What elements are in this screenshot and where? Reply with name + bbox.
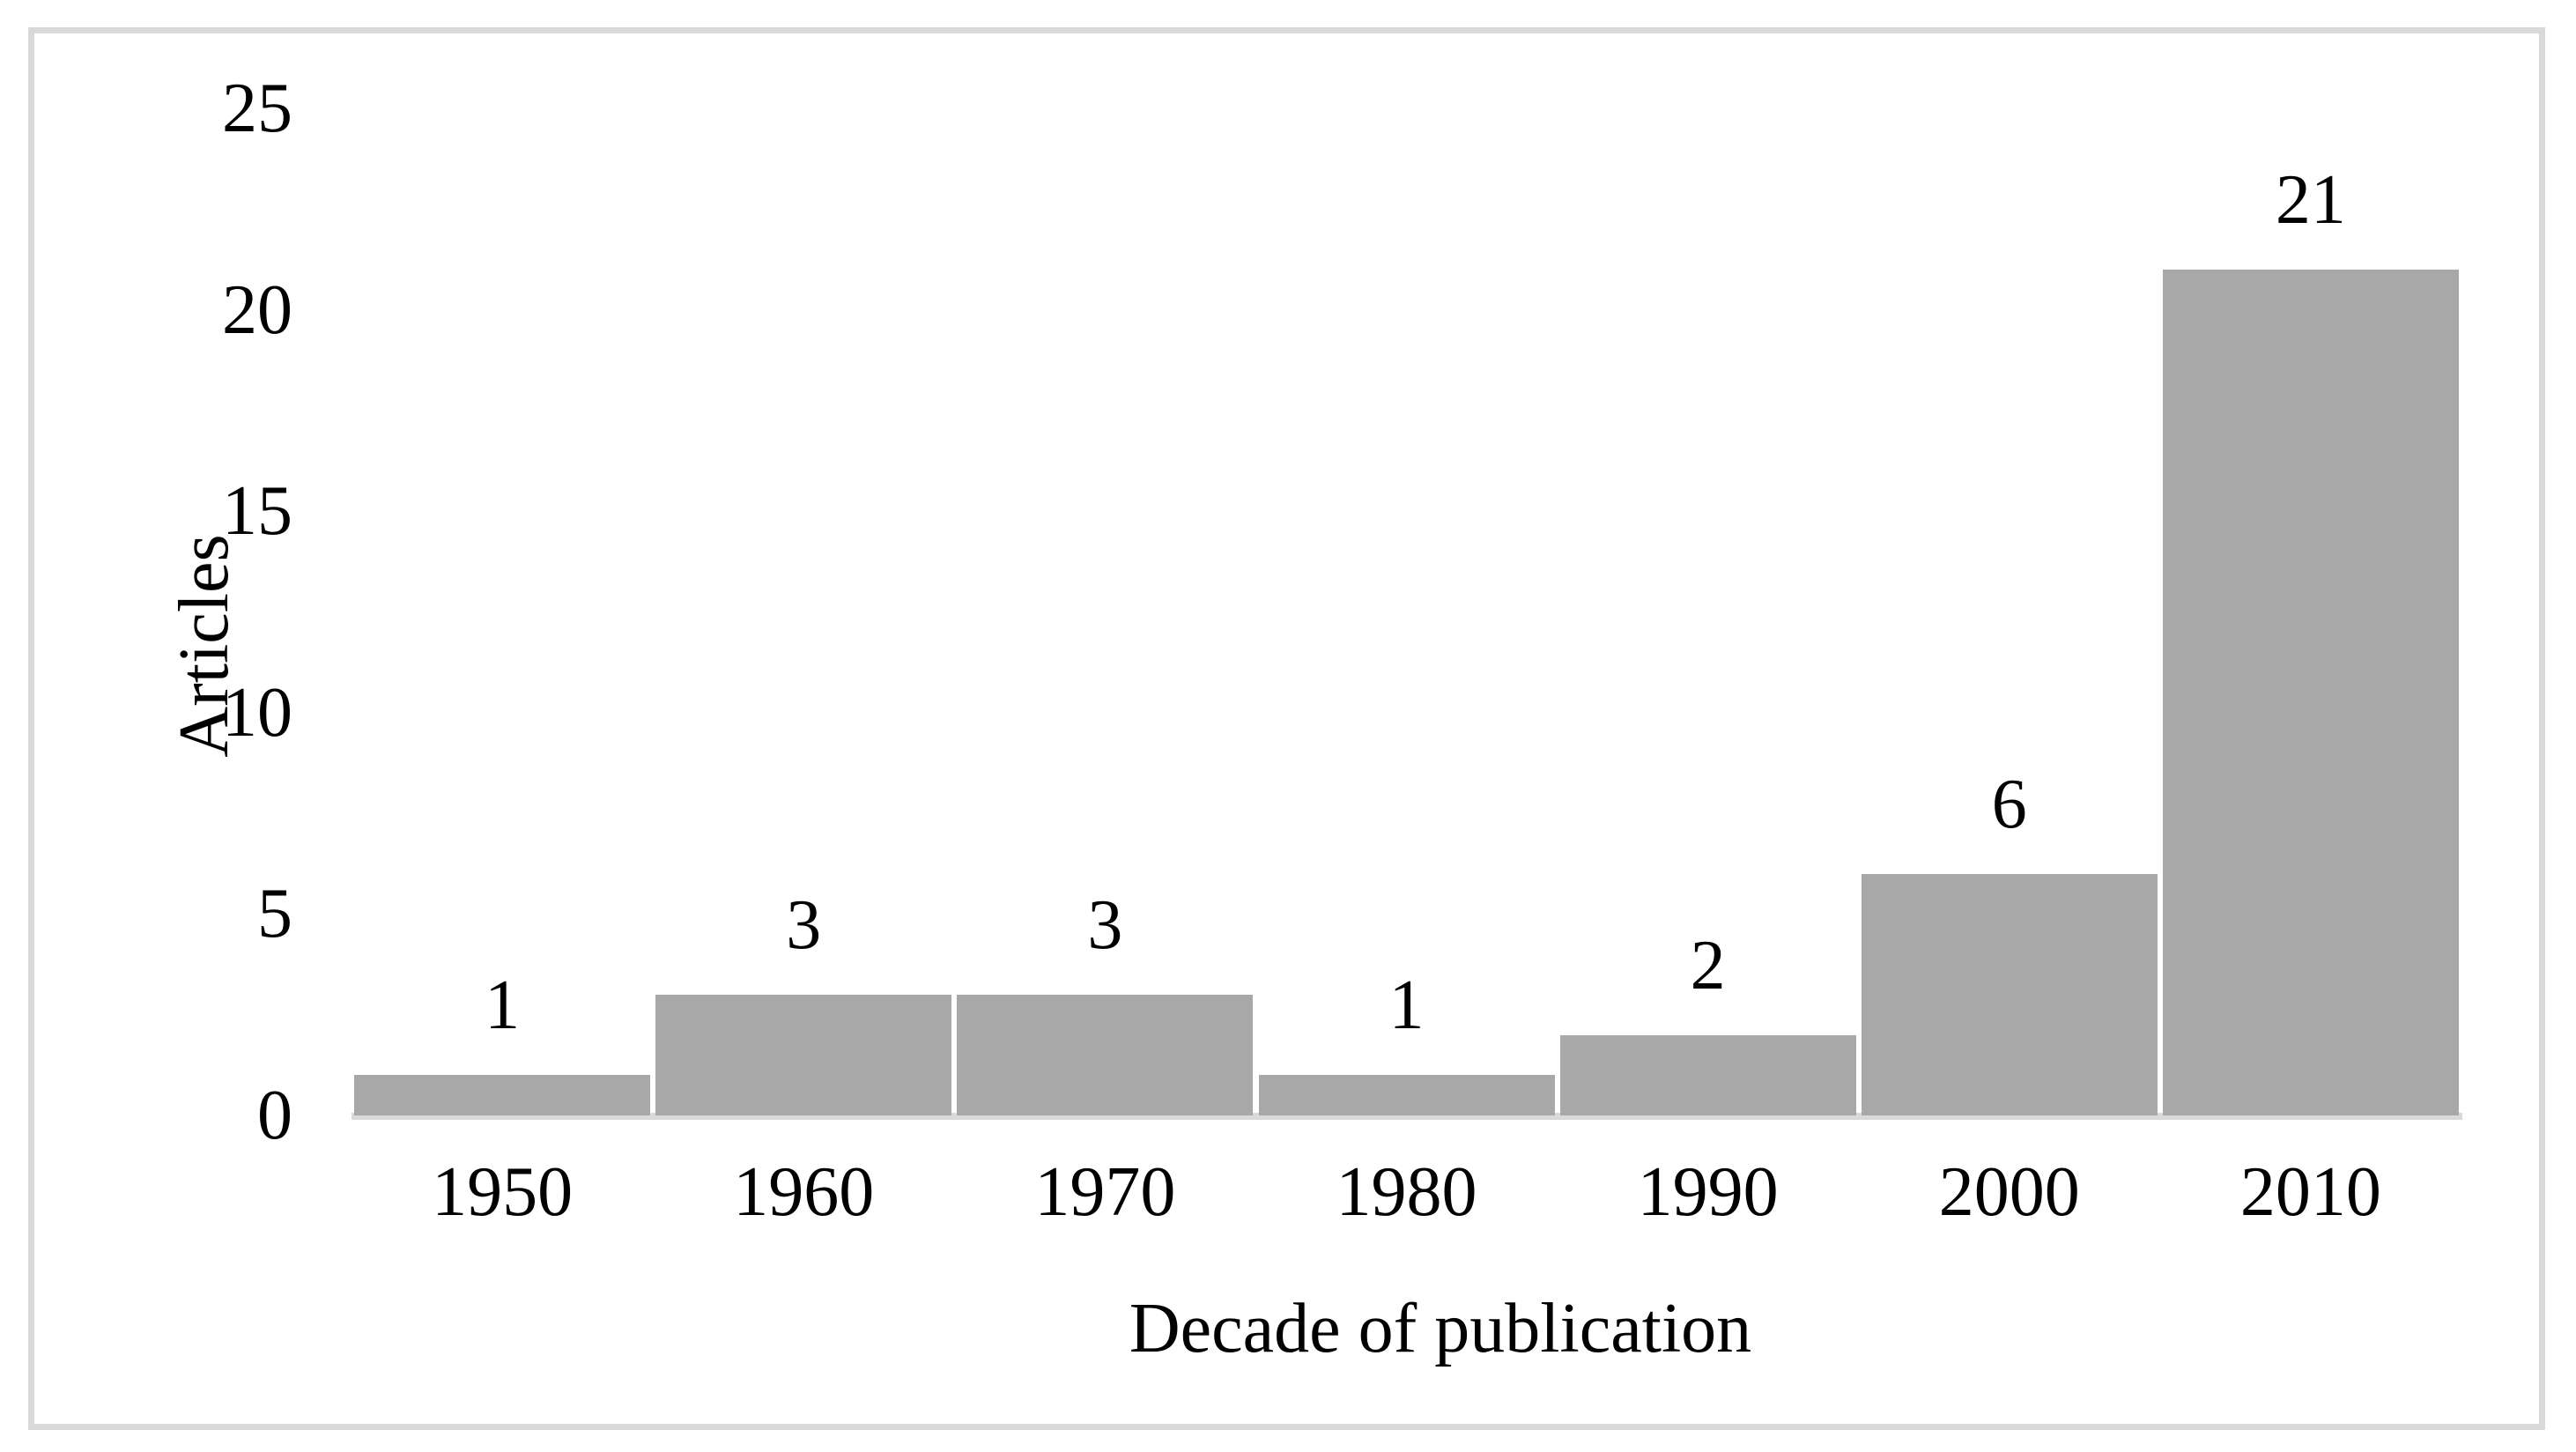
x-tick-label-1970: 1970 <box>1034 1153 1176 1231</box>
x-tick-label-1990: 1990 <box>1637 1153 1779 1231</box>
plot-area: 1 3 3 1 2 6 21 <box>352 108 2461 1115</box>
x-tick-label-1960: 1960 <box>733 1153 875 1231</box>
data-label-2010: 21 <box>2275 160 2346 239</box>
bar-1990 <box>1559 1034 1856 1115</box>
bar-1980 <box>1258 1075 1555 1115</box>
y-tick-label-10: 10 <box>222 673 292 752</box>
x-tick-label-2000: 2000 <box>1938 1153 2080 1231</box>
x-axis-title: Decade of publication <box>1129 1290 1752 1367</box>
data-label-1950: 1 <box>485 967 521 1045</box>
x-axis-line <box>352 1113 2462 1120</box>
data-label-2000: 6 <box>1991 765 2027 843</box>
x-tick-label-2010: 2010 <box>2239 1153 2381 1231</box>
y-tick-label-5: 5 <box>257 875 292 953</box>
x-tick-label-1950: 1950 <box>432 1153 574 1231</box>
y-tick-label-0: 0 <box>257 1077 292 1154</box>
data-label-1980: 1 <box>1388 967 1425 1045</box>
bar-1950 <box>354 1075 651 1115</box>
bar-1970 <box>957 994 1254 1115</box>
bar-2010 <box>2162 269 2459 1115</box>
data-label-1990: 2 <box>1690 926 1726 1004</box>
data-label-1960: 3 <box>786 885 822 964</box>
y-tick-label-20: 20 <box>222 270 292 349</box>
x-tick-label-1980: 1980 <box>1336 1153 1477 1231</box>
data-label-1970: 3 <box>1087 885 1123 964</box>
bar-2000 <box>1861 873 2158 1115</box>
y-tick-label-25: 25 <box>222 70 292 147</box>
bar-1960 <box>655 994 952 1115</box>
chart-frame: Articles Decade of publication <box>28 27 2545 1430</box>
y-tick-label-15: 15 <box>222 472 292 551</box>
